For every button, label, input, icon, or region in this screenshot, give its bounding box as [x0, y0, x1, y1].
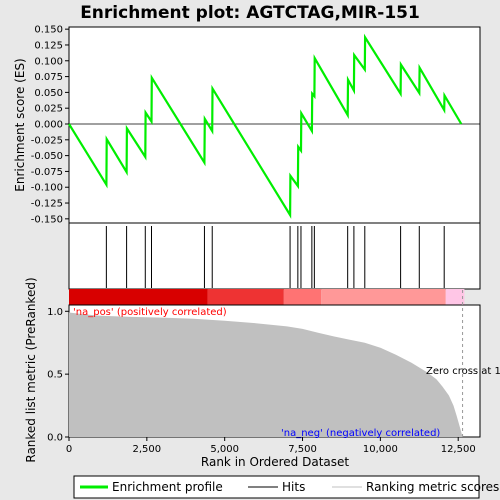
legend-entry: Ranking metric scores: [366, 480, 499, 494]
es-y-axis-label: Enrichment score (ES): [13, 58, 27, 191]
es-y-tick-label: -0.025: [31, 135, 63, 146]
es-y-tick-label: 0.100: [34, 56, 63, 67]
es-y-tick-label: -0.075: [31, 167, 63, 178]
legend-entry: Hits: [282, 480, 305, 494]
rank-x-tick-label: 0: [66, 444, 72, 455]
rank-x-tick-label: 12,500: [441, 444, 476, 455]
es-y-axis: 0.150 0.125 0.100 0.075 0.050 0.025 0.000 -0.02…: [31, 25, 480, 225]
es-y-tick-label: 0.075: [34, 72, 63, 83]
hits-panel: [68, 222, 481, 290]
rank-y-axis-label: Ranked list metric (PreRanked): [24, 277, 38, 462]
chart-title: Enrichment plot: AGTCTAG,MIR-151: [80, 3, 420, 23]
legend-entry: Enrichment profile: [112, 480, 223, 494]
es-y-tick-label: 0.025: [34, 104, 63, 115]
ranking-metric-area: [69, 290, 464, 437]
rank-y-tick-label: 0.5: [47, 370, 63, 381]
rank-axes: 0.0 0.5 1.0 0 2,500 5,000 7,500 10,000 12,500: [47, 307, 476, 455]
rank-y-tick-label: 1.0: [47, 307, 63, 318]
es-y-tick-label: 0.000: [34, 120, 63, 131]
neg-annotation: 'na_neg' (negatively correlated): [281, 428, 440, 439]
color-bar-segment: [207, 289, 284, 305]
rank-y-tick-label: 0.0: [47, 433, 63, 444]
color-bar-segment: [69, 289, 208, 305]
es-y-tick-label: 0.125: [34, 40, 63, 51]
rank-x-tick-label: 10,000: [363, 444, 398, 455]
es-y-tick-label: -0.150: [31, 214, 63, 225]
es-y-tick-label: -0.100: [31, 183, 63, 194]
enrichment-panel: [68, 26, 481, 224]
ranking-metric-scores-area: [69, 312, 463, 437]
hit-lines: [105, 226, 445, 288]
enrichment-curve: [68, 33, 463, 219]
rank-x-axis-label: Rank in Ordered Dataset: [201, 455, 349, 469]
color-bar-segment: [445, 289, 465, 305]
rank-x-tick-label: 7,500: [288, 444, 317, 455]
color-bar-segment: [283, 289, 322, 305]
es-y-tick-label: -0.050: [31, 151, 63, 162]
zero-cross-annotation: Zero cross at 1: [426, 366, 500, 377]
es-y-tick-label: -0.125: [31, 199, 63, 210]
enrichment-profile-line: [68, 33, 463, 219]
rank-x-tick-label: 2,500: [133, 444, 162, 455]
pos-annotation: 'na_pos' (positively correlated): [73, 307, 227, 318]
es-y-tick-label: 0.050: [34, 88, 63, 99]
correlation-color-bar: [69, 289, 465, 305]
es-y-tick-label: 0.150: [34, 25, 63, 36]
rank-x-tick-label: 5,000: [210, 444, 239, 455]
color-bar-segment: [321, 289, 446, 305]
